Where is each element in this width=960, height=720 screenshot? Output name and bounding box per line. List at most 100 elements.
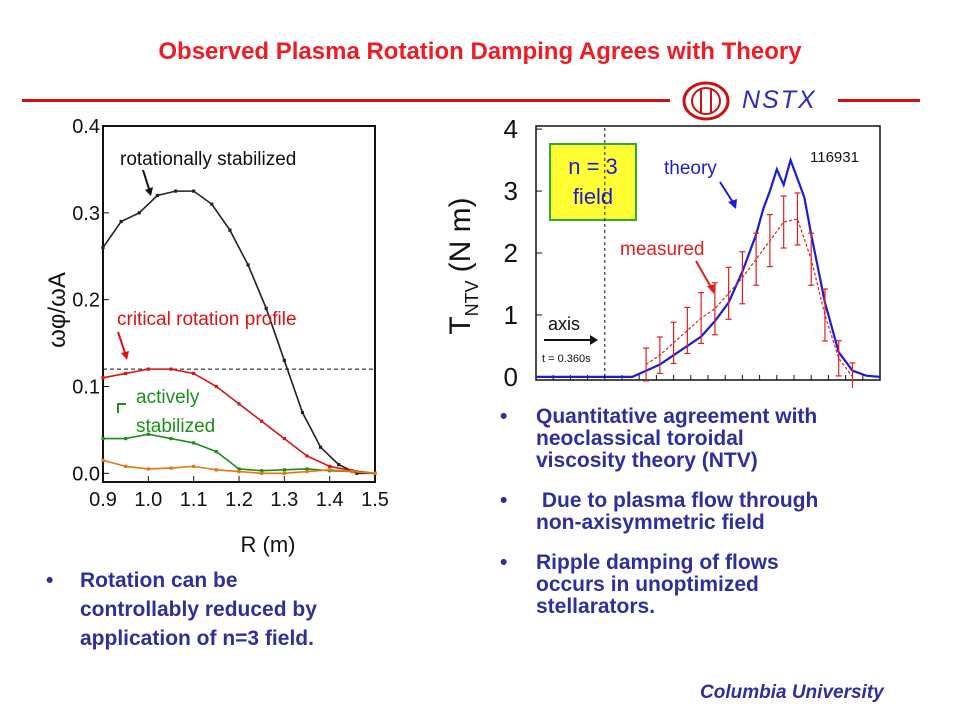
data-point [246, 263, 250, 267]
bullet-line: Ripple damping of flows [536, 551, 779, 574]
data-point [155, 193, 159, 198]
data-point [192, 441, 196, 445]
y-tick-label: 0.2 [72, 290, 100, 312]
data-point [355, 471, 359, 475]
arrowhead-icon [728, 199, 737, 209]
bullet-line: controllably reduced by [80, 598, 317, 621]
data-point [328, 468, 332, 472]
annotation-stabilized: stabilized [136, 416, 215, 437]
n3-field-box [549, 143, 637, 221]
data-point [169, 367, 173, 371]
legend-measured: measured [620, 239, 705, 260]
data-point [173, 189, 178, 193]
data-point [350, 469, 354, 474]
x-tick-label: 1.3 [270, 489, 298, 511]
data-point [192, 464, 196, 468]
arrowhead-icon [145, 187, 153, 196]
header-rule-right [838, 99, 920, 102]
data-point [101, 376, 105, 380]
chart-series [536, 156, 881, 388]
header-rule-left [22, 99, 670, 102]
annotation-critical-rotation: critical rotation profile [117, 309, 297, 330]
chart-ticks: 0.9 1.0 1.1 1.2 1.3 1.4 1.5 0.0 0.1 0.2 0.3 0.4 [72, 116, 389, 511]
data-point [305, 454, 309, 458]
data-point [124, 436, 128, 441]
data-point [101, 458, 105, 462]
data-point [146, 367, 150, 371]
data-point [264, 306, 268, 310]
data-point [319, 445, 323, 449]
data-point [260, 419, 264, 423]
y-tick-label: 3 [504, 176, 518, 206]
data-point [101, 436, 105, 441]
time-label: t = 0.360s [542, 353, 591, 365]
data-point [337, 463, 341, 467]
measured-line [645, 218, 853, 378]
bullet-line: application of n=3 field. [80, 627, 314, 650]
bullet-line: occurs in unoptimized [536, 573, 759, 596]
data-point [214, 384, 218, 389]
data-point [237, 467, 241, 471]
data-point [300, 410, 305, 415]
data-point [237, 469, 241, 474]
x-tick-label: 1.5 [361, 489, 389, 511]
chart-series [101, 189, 377, 475]
y-tick-label: 0.3 [72, 203, 100, 225]
arrowhead-icon [121, 351, 129, 360]
series-line-0 [102, 190, 375, 475]
ntv-torque-chart: 0 1 2 3 4 TNTV(N m) n = 3 field theory measu… [444, 116, 881, 388]
bullet-line: Quantitative agreement with [536, 405, 818, 428]
bullet-line: non-axisymmetric field [536, 511, 765, 534]
data-point [124, 464, 128, 468]
y-tick-label: 0.4 [72, 116, 100, 138]
data-point [328, 464, 332, 468]
left-bullet-list: • Rotation can be controllably reduced by a… [46, 566, 426, 653]
y-tick-label: 2 [504, 238, 518, 268]
annotation-field: field [573, 184, 613, 209]
logo-text: NSTX [742, 86, 817, 114]
shot-number: 116931 [810, 149, 859, 166]
x-tick-label: 1.2 [225, 489, 253, 511]
bullet-item: • Due to plasma flow through non-axisymme… [500, 490, 940, 534]
bracket-icon [117, 403, 126, 413]
data-point [146, 467, 150, 471]
data-point [192, 189, 196, 193]
bullet-item: • Quantitative agreement with neoclassical… [500, 406, 940, 472]
bullet-dot-icon: • [500, 489, 508, 512]
arrow-icon [142, 169, 151, 193]
data-point [305, 467, 309, 471]
bullet-line: viscosity theory (NTV) [536, 449, 758, 472]
data-point [214, 468, 218, 472]
data-point [282, 468, 286, 472]
theory-line [536, 156, 881, 379]
x-axis-label: R (m) [241, 532, 296, 557]
annotation-rotationally-stabilized: rotationally stabilized [120, 149, 296, 170]
y-tick-label: 0.0 [72, 463, 100, 485]
x-tick-label: 1.4 [316, 489, 344, 511]
x-tick-label: 0.9 [89, 489, 117, 511]
bullet-line: stellarators. [536, 595, 656, 618]
bullet-dot-icon: • [46, 569, 54, 592]
bullet-line: Due to plasma flow through [536, 489, 819, 512]
bullet-item: • Rotation can be controllably reduced by a… [46, 566, 426, 653]
arrowhead-icon [590, 335, 598, 345]
data-point [214, 450, 218, 454]
data-point [169, 466, 173, 470]
y-tick-label: 1 [504, 300, 518, 330]
y-tick-label: 0 [504, 362, 518, 388]
data-point [305, 469, 309, 474]
data-point [119, 219, 123, 224]
data-point [373, 471, 377, 475]
x-tick-label: 1.0 [134, 489, 162, 511]
data-point [210, 202, 214, 206]
data-point [282, 358, 286, 363]
data-point [146, 432, 150, 436]
arrow-icon [695, 260, 713, 290]
data-point [192, 371, 196, 376]
arrow-icon [117, 331, 127, 357]
y-axis-label: TNTV(N m) [444, 197, 482, 334]
arrowhead-icon [707, 284, 716, 294]
bullet-dot-icon: • [500, 405, 508, 428]
bullet-dot-icon: • [500, 551, 508, 574]
data-point [101, 245, 105, 250]
